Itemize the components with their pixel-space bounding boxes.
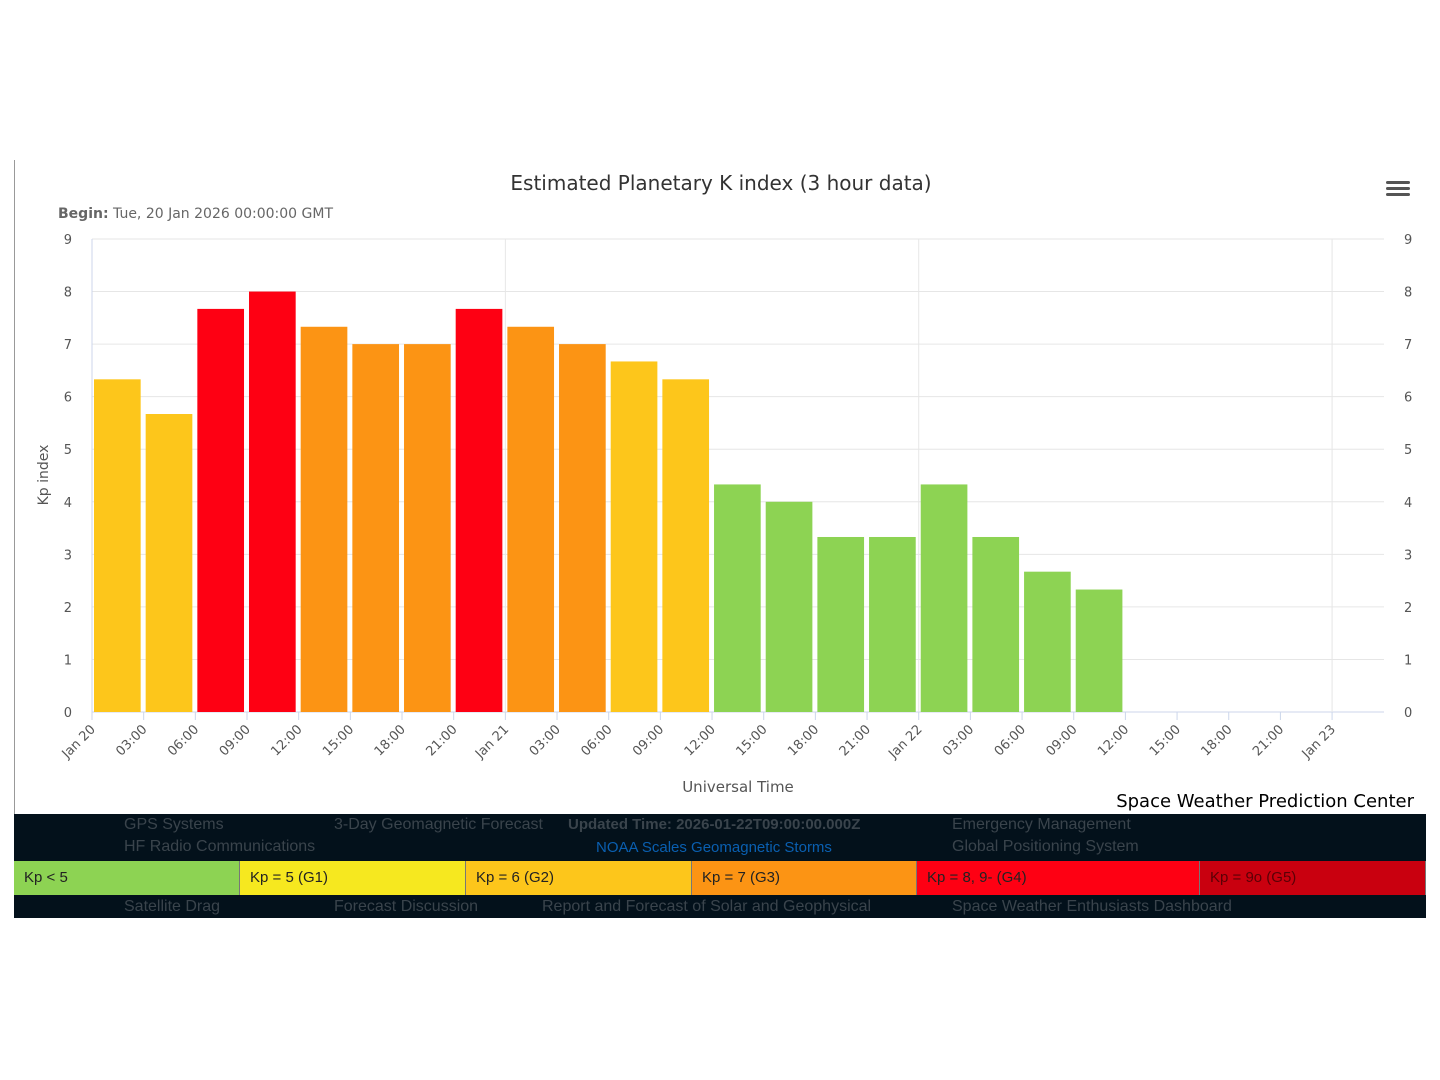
kp-bar[interactable] [404, 344, 451, 712]
bg-text: Forecast Discussion [334, 898, 479, 915]
x-tick-label: 06:00 [578, 722, 615, 759]
legend-g2: Kp = 6 (G2) [466, 861, 692, 895]
x-tick-label: 06:00 [992, 722, 1029, 759]
y2-tick-label: 1 [1404, 653, 1412, 668]
y2-tick-label: 9 [1404, 233, 1412, 248]
chart-subtitle: Begin: Tue, 20 Jan 2026 00:00:00 GMT [58, 206, 333, 222]
kp-bar[interactable] [507, 326, 555, 712]
x-tick-label: 21:00 [837, 722, 874, 759]
bg-text: Updated Time: 2026-01-22T09:00:00.000Z [568, 816, 861, 833]
y2-tick-label: 5 [1404, 443, 1412, 458]
x-tick-label: 09:00 [1043, 722, 1080, 759]
y-axis-label: Kp index [36, 445, 52, 506]
y2-tick-label: 8 [1404, 286, 1412, 301]
kp-bar[interactable] [817, 536, 865, 712]
y-tick-label: 3 [64, 548, 72, 563]
legend-g1: Kp = 5 (G1) [240, 861, 466, 895]
bg-text: Global Positioning System [952, 838, 1139, 855]
x-tick-label: 03:00 [940, 722, 977, 759]
legend-g3: Kp = 7 (G3) [692, 861, 917, 895]
bg-text: GPS Systems [124, 816, 224, 833]
x-tick-label: 03:00 [113, 722, 150, 759]
x-tick-label: 21:00 [1250, 722, 1287, 759]
kp-bar[interactable] [662, 379, 710, 712]
bg-text: HF Radio Communications [124, 838, 316, 855]
kp-bar[interactable] [559, 344, 606, 712]
x-tick-label: 18:00 [1198, 722, 1235, 759]
background-page-band: GPS Systems HF Radio Communications Sate… [14, 814, 1426, 918]
kp-bar[interactable] [920, 484, 968, 712]
legend-g5: Kp = 9o (G5) [1200, 861, 1426, 895]
kp-bar[interactable] [869, 536, 916, 712]
bg-text: Space Weather Enthusiasts Dashboard [952, 898, 1232, 915]
y-tick-label: 2 [64, 601, 72, 616]
x-tick-label: 12:00 [268, 722, 305, 759]
kp-bar[interactable] [972, 536, 1020, 712]
x-tick-label: 09:00 [630, 722, 667, 759]
kp-bar[interactable] [300, 326, 348, 712]
x-axis-label: Universal Time [682, 778, 794, 796]
bg-text: Satellite Drag [124, 898, 221, 915]
kp-bar[interactable] [145, 414, 193, 712]
y-tick-label: 1 [64, 653, 72, 668]
x-tick-label: Jan 22 [885, 722, 925, 762]
x-tick-label: 09:00 [217, 722, 254, 759]
y-tick-label: 8 [64, 286, 72, 301]
x-tick-label: 03:00 [527, 722, 564, 759]
legend-g4: Kp = 8, 9- (G4) [917, 861, 1200, 895]
legend-kp-below-5: Kp < 5 [14, 861, 240, 895]
bg-text: Report and Forecast of Solar and Geophys… [542, 898, 872, 915]
chart-svg: Estimated Planetary K index (3 hour data… [36, 171, 1415, 812]
y-tick-label: 4 [64, 496, 72, 511]
y2-tick-label: 4 [1404, 496, 1412, 511]
kp-legend: Kp < 5 Kp = 5 (G1) Kp = 6 (G2) Kp = 7 (G… [14, 861, 1426, 895]
y-tick-label: 9 [64, 233, 72, 248]
y2-tick-label: 0 [1404, 706, 1412, 721]
kp-bar[interactable] [197, 308, 245, 712]
kp-bar[interactable] [249, 291, 296, 712]
kp-bar[interactable] [352, 344, 400, 712]
x-tick-label: 15:00 [320, 722, 357, 759]
y-tick-label: 6 [64, 391, 72, 406]
y-tick-label: 5 [64, 443, 72, 458]
chart-title: Estimated Planetary K index (3 hour data… [510, 171, 931, 195]
x-tick-label: 15:00 [733, 722, 770, 759]
x-tick-label: Jan 21 [472, 722, 512, 762]
kp-bar[interactable] [610, 361, 658, 712]
x-tick-label: 06:00 [165, 722, 202, 759]
y2-tick-label: 7 [1404, 338, 1412, 353]
x-tick-label: 12:00 [1095, 722, 1132, 759]
kp-bar[interactable] [1024, 571, 1071, 712]
bg-text: Emergency Management [952, 816, 1131, 833]
credit-label: Space Weather Prediction Center [1116, 791, 1414, 812]
kp-bar[interactable] [765, 501, 813, 712]
y2-tick-label: 2 [1404, 601, 1412, 616]
kp-bar[interactable] [1075, 589, 1123, 712]
x-tick-label: Jan 20 [59, 722, 99, 762]
kp-bar[interactable] [94, 379, 141, 712]
x-tick-label: 18:00 [785, 722, 822, 759]
y2-tick-label: 3 [1404, 548, 1412, 563]
chart-menu-button[interactable] [1386, 181, 1410, 201]
kp-chart: Estimated Planetary K index (3 hour data… [14, 160, 1427, 815]
y2-tick-label: 6 [1404, 391, 1412, 406]
x-tick-label: 18:00 [372, 722, 409, 759]
kp-bar[interactable] [455, 308, 503, 712]
x-tick-label: Jan 23 [1299, 722, 1339, 762]
x-tick-label: 15:00 [1147, 722, 1184, 759]
kp-bar[interactable] [714, 484, 761, 712]
x-tick-label: 12:00 [682, 722, 719, 759]
y-tick-label: 7 [64, 338, 72, 353]
x-tick-label: 21:00 [423, 722, 460, 759]
y-tick-label: 0 [64, 706, 72, 721]
noaa-scales-link[interactable]: NOAA Scales Geomagnetic Storms [596, 839, 832, 856]
bg-text: 3-Day Geomagnetic Forecast [334, 816, 543, 833]
